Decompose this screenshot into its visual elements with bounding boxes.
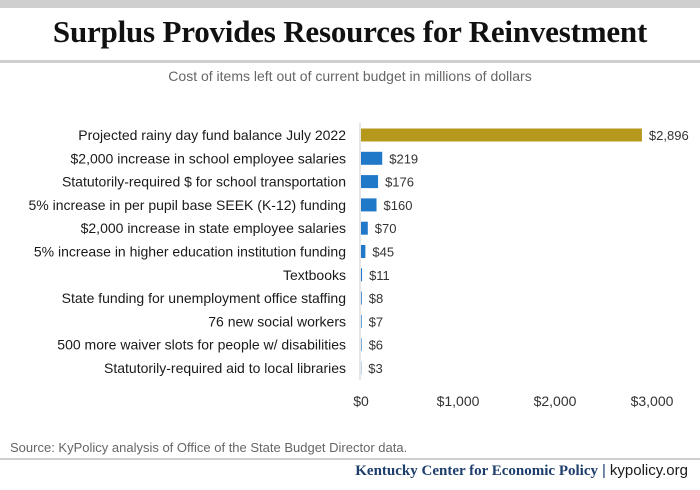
category-label: 5% increase in higher education institut… [34,244,346,260]
top-rule [0,0,700,8]
category-label: $2,000 increase in school employee salar… [71,150,347,166]
footer-separator: | [602,462,606,479]
data-label: $8 [369,291,383,306]
category-label: Textbooks [283,267,346,283]
chart-subtitle: Cost of items left out of current budget… [168,68,532,84]
data-label: $219 [389,151,418,166]
data-label: $3 [368,361,382,376]
bar [361,221,368,235]
data-label: $160 [384,198,413,213]
bar [361,175,379,189]
data-label: $70 [375,221,397,236]
category-label: Statutorily-required $ for school transp… [62,174,346,190]
bar [361,314,362,328]
category-label: Projected rainy day fund balance July 20… [78,127,346,143]
source-note: Source: KyPolicy analysis of Office of t… [10,440,408,455]
x-tick-label: $2,000 [534,393,577,409]
data-label: $45 [372,245,394,260]
data-label: $2,896 [649,128,689,143]
bar [361,245,366,258]
x-tick-label: $3,000 [631,393,674,409]
data-label: $6 [369,338,383,353]
data-label: $176 [385,175,414,190]
chart-title: Surplus Provides Resources for Reinvestm… [52,14,648,49]
category-label: State funding for unemployment office st… [62,290,346,306]
bottom-rule [0,458,700,460]
x-tick-label: $0 [353,393,369,409]
x-tick-label: $1,000 [437,393,480,409]
category-label: 500 more waiver slots for people w/ disa… [57,337,346,353]
title-rule [0,60,700,63]
footer-site[interactable]: kypolicy.org [609,462,688,479]
data-label: $11 [369,268,390,283]
bar [361,198,377,212]
bar [361,151,383,165]
bar [361,291,362,305]
category-label: Statutorily-required aid to local librar… [104,360,346,376]
data-label: $7 [369,314,383,329]
footer: Kentucky Center for Economic Policy | kypo… [355,462,688,480]
bar [361,128,642,142]
bar [361,338,362,352]
category-label: 76 new social workers [208,313,346,329]
bar [361,268,363,282]
category-label: 5% increase in per pupil base SEEK (K-12… [28,197,346,213]
category-label: $2,000 increase in state employee salari… [81,220,346,236]
footer-org: Kentucky Center for Economic Policy [355,463,598,479]
